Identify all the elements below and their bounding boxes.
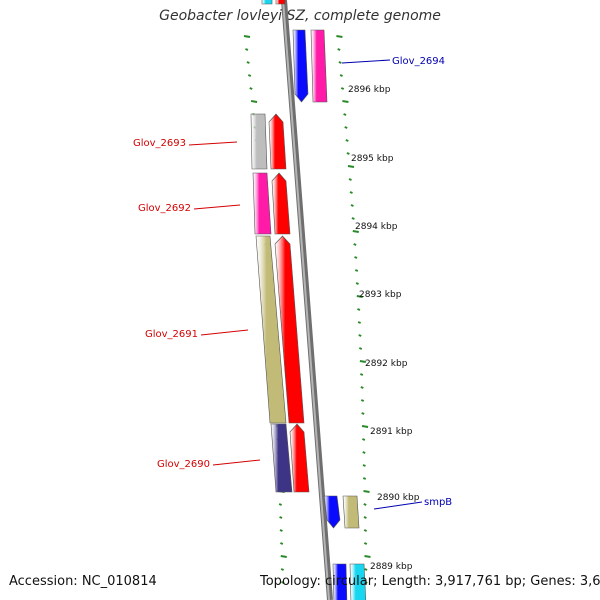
inner-tick xyxy=(246,61,250,64)
outer-tick xyxy=(363,542,368,545)
kbp-tick-label: 2891 kbp xyxy=(370,427,413,437)
kbp-tick-label: 2889 kbp xyxy=(370,562,413,572)
outer-tick xyxy=(355,282,359,285)
kbp-tick-label: 2895 kbp xyxy=(351,154,394,164)
outer-tick xyxy=(336,35,343,38)
kbp-tick-label: 2894 kbp xyxy=(355,222,398,232)
outer-tick xyxy=(363,503,367,506)
outer-tick xyxy=(357,308,361,311)
gene-label: Glov_2694 xyxy=(392,56,445,67)
kbp-tick-label: 2893 kbp xyxy=(359,290,402,300)
outer-tick xyxy=(344,126,348,129)
inner-tick xyxy=(250,100,258,103)
outer-tick xyxy=(352,230,359,233)
outer-tick xyxy=(361,425,369,428)
outer-tick xyxy=(356,295,363,298)
inner-tick xyxy=(279,542,284,545)
outer-tick xyxy=(343,113,347,116)
gene-feature xyxy=(310,29,328,103)
gene-label: Glov_2691 xyxy=(145,329,198,340)
outer-tick xyxy=(362,464,366,467)
gene-label: Glov_2692 xyxy=(138,203,191,214)
outer-tick xyxy=(346,152,350,155)
outer-tick xyxy=(364,581,368,584)
outer-tick xyxy=(349,191,353,194)
outer-tick xyxy=(362,451,366,454)
outer-tick xyxy=(360,399,365,402)
gene-label-leader xyxy=(341,59,391,64)
gene-feature xyxy=(323,495,341,529)
inner-tick xyxy=(243,35,251,38)
gene-feature xyxy=(268,113,287,170)
inner-tick xyxy=(249,87,253,90)
outer-tick xyxy=(348,178,352,181)
kbp-tick-label: 2890 kbp xyxy=(377,493,420,503)
outer-tick xyxy=(345,139,349,142)
outer-tick xyxy=(350,204,354,207)
inner-tick xyxy=(281,581,285,584)
inner-tick xyxy=(279,516,283,519)
gene-feature xyxy=(342,495,360,529)
gene-label-leader xyxy=(193,204,241,210)
outer-tick xyxy=(361,412,365,415)
backbone-highlight xyxy=(282,0,330,600)
outer-tick xyxy=(359,373,364,376)
outer-tick xyxy=(358,347,363,350)
inner-tick xyxy=(280,555,287,558)
gene-label: Glov_2690 xyxy=(157,459,210,470)
outer-tick xyxy=(340,87,345,90)
outer-tick xyxy=(357,321,361,324)
outer-tick xyxy=(354,269,359,272)
gene-feature xyxy=(275,0,286,5)
outer-tick xyxy=(363,516,367,519)
outer-tick xyxy=(353,243,357,246)
genome-title: Geobacter lovleyi SZ, complete genome xyxy=(159,8,441,24)
outer-tick xyxy=(339,74,343,77)
gene-feature xyxy=(271,172,291,235)
inner-tick xyxy=(247,74,252,77)
inner-tick xyxy=(280,568,284,571)
outer-tick xyxy=(363,529,368,532)
outer-tick xyxy=(358,334,362,337)
outer-tick xyxy=(351,217,355,220)
outer-tick xyxy=(362,477,367,480)
gene-feature xyxy=(252,172,272,235)
gene-feature xyxy=(349,563,367,600)
outer-tick xyxy=(364,555,371,558)
gene-label: smpB xyxy=(424,497,452,508)
gene-feature xyxy=(289,423,310,493)
outer-tick xyxy=(354,256,358,259)
outer-tick xyxy=(363,490,370,493)
kbp-tick-label: 2896 kbp xyxy=(348,85,391,95)
inner-tick xyxy=(279,529,283,532)
gene-label-leader xyxy=(188,141,238,146)
gene-feature xyxy=(270,423,293,493)
accession-label: Accession: NC_010814 xyxy=(9,574,157,589)
gene-feature xyxy=(332,563,348,600)
gene-feature xyxy=(274,235,305,424)
outer-tick xyxy=(359,360,367,363)
gene-label-leader xyxy=(373,501,423,510)
kbp-tick-label: 2892 kbp xyxy=(365,359,408,369)
gene-feature xyxy=(250,113,268,170)
gene-label-leader xyxy=(200,329,249,336)
inner-tick xyxy=(278,503,283,506)
outer-tick xyxy=(347,165,355,168)
inner-tick xyxy=(245,48,249,51)
outer-tick xyxy=(362,438,366,441)
gene-feature xyxy=(255,235,287,424)
outer-tick xyxy=(338,61,342,64)
topology-label: Topology: circular; Length: 3,917,761 bp… xyxy=(260,574,600,589)
gene-feature xyxy=(292,29,309,103)
outer-tick xyxy=(364,568,368,571)
outer-tick xyxy=(342,100,349,103)
gene-label: Glov_2693 xyxy=(133,138,186,149)
outer-tick xyxy=(337,48,341,51)
outer-tick xyxy=(360,386,364,389)
gene-label-leader xyxy=(212,459,261,466)
gene-feature xyxy=(261,0,273,5)
